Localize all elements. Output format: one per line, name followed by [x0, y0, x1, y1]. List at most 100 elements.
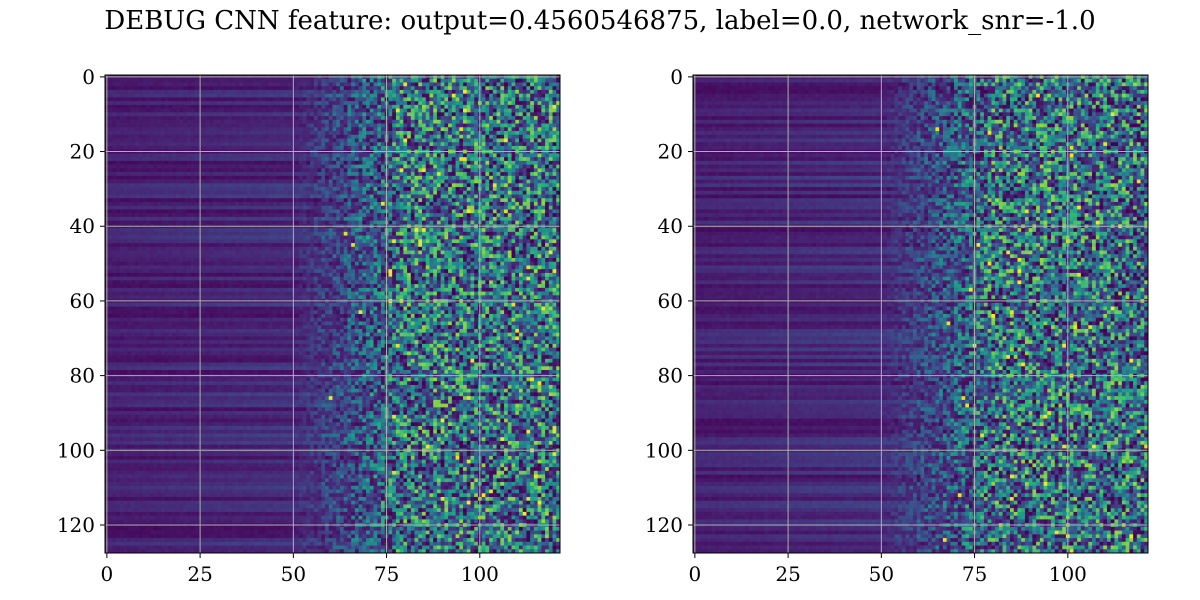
heatmap-cell — [347, 82, 351, 86]
heatmap-cell — [407, 90, 411, 94]
heatmap-cell — [519, 82, 523, 86]
heatmap-cell — [202, 109, 206, 113]
heatmap-cell — [370, 97, 374, 101]
heatmap-cell — [549, 101, 553, 105]
heatmap-cell — [325, 112, 329, 116]
heatmap-cell — [526, 94, 530, 98]
heatmap-cell — [441, 109, 445, 113]
heatmap-cell — [474, 112, 478, 116]
heatmap-cell — [247, 94, 251, 98]
heatmap-cell — [310, 82, 314, 86]
heatmap-cell — [120, 112, 124, 116]
heatmap-cell — [176, 86, 180, 90]
heatmap-cell — [310, 109, 314, 113]
heatmap-cell — [541, 109, 545, 113]
heatmap-cell — [254, 79, 258, 83]
heatmap-cell — [485, 109, 489, 113]
heatmap-cell — [333, 109, 337, 113]
heatmap-cell — [456, 112, 460, 116]
heatmap-cell — [538, 112, 542, 116]
heatmap-cell — [153, 90, 157, 94]
heatmap-cell — [403, 109, 407, 113]
heatmap-cell — [269, 79, 273, 83]
heatmap-cell — [374, 109, 378, 113]
heatmap-cell — [172, 94, 176, 98]
heatmap-cell — [168, 90, 172, 94]
heatmap-cell — [258, 105, 262, 109]
heatmap-cell — [306, 105, 310, 109]
heatmap-cell — [355, 86, 359, 90]
heatmap-cell — [545, 101, 549, 105]
heatmap-cell — [299, 82, 303, 86]
heatmap-cell — [512, 86, 516, 90]
heatmap-cell — [526, 90, 530, 94]
heatmap-cell — [277, 105, 281, 109]
heatmap-cell — [400, 101, 404, 105]
heatmap-cell — [168, 109, 172, 113]
heatmap-cell — [515, 90, 519, 94]
heatmap-cell — [407, 109, 411, 113]
heatmap-cell — [392, 79, 396, 83]
heatmap-cell — [381, 101, 385, 105]
heatmap-cell — [534, 109, 538, 113]
heatmap-cell — [295, 109, 299, 113]
heatmap-cell — [250, 105, 254, 109]
heatmap-cell — [530, 90, 534, 94]
heatmap-cell — [426, 97, 430, 101]
heatmap-cell — [530, 97, 534, 101]
heatmap-cell — [519, 101, 523, 105]
heatmap-cell — [206, 101, 210, 105]
heatmap-cell — [116, 94, 120, 98]
heatmap-cell — [553, 97, 557, 101]
heatmap-cell — [437, 79, 441, 83]
heatmap-cell — [295, 82, 299, 86]
heatmap-cell — [150, 97, 154, 101]
heatmap-cell — [224, 109, 228, 113]
heatmap-cell — [429, 82, 433, 86]
heatmap-cell — [418, 94, 422, 98]
heatmap-cell — [463, 112, 467, 116]
heatmap-cell — [191, 105, 195, 109]
heatmap-cell — [359, 94, 363, 98]
heatmap-cell — [433, 90, 437, 94]
heatmap-cell — [109, 86, 113, 90]
heatmap-cell — [396, 94, 400, 98]
heatmap-cell — [474, 101, 478, 105]
heatmap-cell — [306, 109, 310, 113]
heatmap-cell — [295, 105, 299, 109]
heatmap-cell — [407, 101, 411, 105]
heatmap-cell — [202, 105, 206, 109]
heatmap-cell — [232, 97, 236, 101]
heatmap-cell — [426, 86, 430, 90]
heatmap-cell — [362, 101, 366, 105]
heatmap-cell — [392, 101, 396, 105]
heatmap-cell — [265, 109, 269, 113]
heatmap-cell — [258, 86, 262, 90]
heatmap-cell — [224, 112, 228, 116]
heatmap-cell — [433, 82, 437, 86]
heatmap-cell — [135, 116, 139, 120]
heatmap-cell — [314, 112, 318, 116]
heatmap-cell — [262, 109, 266, 113]
heatmap-cell — [277, 82, 281, 86]
heatmap-cell — [336, 90, 340, 94]
heatmap-cell — [142, 86, 146, 90]
heatmap-cell — [303, 90, 307, 94]
heatmap-cell — [161, 79, 165, 83]
heatmap-cell — [512, 90, 516, 94]
heatmap-cell — [336, 79, 340, 83]
heatmap-cell — [180, 82, 184, 86]
heatmap-cell — [523, 90, 527, 94]
heatmap-cell — [400, 112, 404, 116]
heatmap-cell — [418, 90, 422, 94]
heatmap-cell — [288, 90, 292, 94]
heatmap-cell — [120, 82, 124, 86]
heatmap-cell — [519, 90, 523, 94]
heatmap-cell — [306, 112, 310, 116]
heatmap-cell — [400, 97, 404, 101]
heatmap-cell — [299, 109, 303, 113]
heatmap-cell — [355, 79, 359, 83]
heatmap-cell — [325, 82, 329, 86]
heatmap-cell — [429, 79, 433, 83]
heatmap-cell — [202, 101, 206, 105]
